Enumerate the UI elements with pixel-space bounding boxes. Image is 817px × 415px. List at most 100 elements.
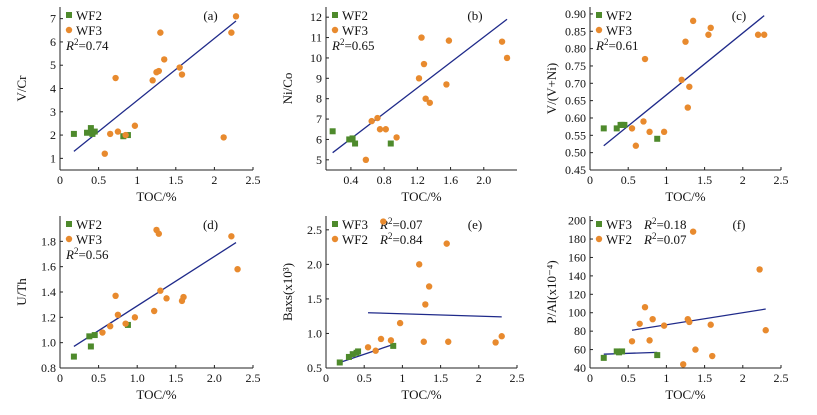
- data-point-circle: [641, 304, 649, 311]
- data-point-circle: [425, 283, 433, 290]
- data-point-circle: [415, 75, 423, 82]
- data-point-square: [349, 351, 356, 358]
- data-point-circle: [660, 128, 668, 136]
- data-point-circle: [387, 337, 395, 344]
- data-point-circle: [131, 122, 139, 129]
- y-axis-title: Ni/Co: [280, 73, 295, 105]
- legend-label: WF3: [76, 23, 102, 38]
- legend-label: WF3: [606, 217, 632, 232]
- y-tick-label: 7: [316, 112, 322, 126]
- trend-line: [73, 242, 237, 348]
- data-point-square: [87, 343, 94, 350]
- x-tick-label: 1: [663, 173, 669, 187]
- data-point-circle: [649, 315, 656, 323]
- y-tick-label: 80: [574, 324, 586, 338]
- trend-line: [603, 351, 658, 355]
- y-tick-label: 1.0: [41, 336, 56, 350]
- data-point-circle: [678, 76, 685, 84]
- data-point-circle: [372, 347, 379, 354]
- data-point-circle: [760, 31, 768, 38]
- legend-label: WF2: [606, 8, 632, 23]
- x-tick-label: 1.0: [130, 371, 145, 385]
- panel-label: (d): [203, 217, 218, 232]
- data-point-circle: [420, 338, 427, 345]
- data-point-circle: [646, 128, 653, 136]
- data-point-circle: [709, 352, 716, 360]
- data-point-circle: [416, 261, 423, 268]
- x-tick-label: 1.5: [697, 173, 712, 187]
- data-point-circle: [692, 346, 699, 353]
- y-tick-label: 6: [50, 35, 56, 49]
- legend-r2-label: R2=0.61: [595, 37, 639, 53]
- y-tick-label: 1.5: [307, 292, 322, 306]
- y-tick-label: 1.6: [41, 260, 56, 274]
- data-point-circle: [707, 321, 714, 328]
- x-tick-label: 0.5: [91, 173, 106, 187]
- x-tick-label: 0: [323, 371, 329, 385]
- data-point-circle: [754, 31, 762, 38]
- data-point-circle: [368, 117, 375, 125]
- data-point-circle: [443, 81, 450, 88]
- data-point-circle: [756, 266, 763, 273]
- data-point-square: [329, 128, 336, 135]
- x-tick-label: 0.4: [343, 173, 358, 187]
- data-point-circle: [101, 150, 108, 157]
- x-tick-label: 0.5: [91, 371, 106, 385]
- y-tick-label: 40: [574, 361, 586, 375]
- y-axis-title: U/Th: [14, 278, 29, 306]
- data-point-circle: [680, 361, 687, 368]
- y-tick-label: 0.65: [565, 94, 586, 108]
- trend-line: [73, 20, 237, 152]
- legend-square-marker: [332, 221, 338, 227]
- legend-r2-label: R2=0.18: [643, 216, 687, 232]
- x-tick-label: 0.5: [357, 371, 372, 385]
- data-point-circle: [228, 29, 235, 36]
- data-point-circle: [707, 24, 714, 32]
- legend-label: WF3: [76, 232, 102, 247]
- data-point-circle: [228, 233, 235, 240]
- data-point-square: [352, 140, 359, 147]
- data-point-square: [613, 125, 620, 132]
- legend-label: WF2: [76, 217, 102, 232]
- y-tick-label: 0.55: [565, 128, 586, 142]
- data-point-circle: [660, 322, 668, 329]
- data-point-circle: [445, 37, 453, 44]
- data-point-circle: [112, 74, 119, 82]
- data-point-circle: [420, 60, 428, 68]
- x-tick-label: 2.5: [510, 371, 525, 385]
- legend-square-marker: [66, 12, 72, 18]
- y-tick-label: 6: [316, 132, 322, 146]
- y-tick-label: 100: [568, 306, 586, 320]
- x-tick-label: 1.5: [168, 371, 183, 385]
- data-point-circle: [99, 329, 106, 336]
- panel-label: (a): [203, 8, 217, 23]
- y-tick-label: 2.5: [307, 223, 322, 237]
- data-point-square: [336, 359, 343, 366]
- y-axis-title: V/(V+Ni): [544, 63, 559, 114]
- data-point-circle: [686, 83, 693, 90]
- trend-line: [367, 312, 502, 318]
- y-tick-label: 0.75: [565, 59, 586, 73]
- data-point-circle: [178, 71, 186, 78]
- x-tick-label: 2.0: [207, 371, 222, 385]
- x-tick-label: 1.6: [443, 173, 458, 187]
- y-tick-label: 60: [574, 343, 586, 357]
- data-point-circle: [112, 292, 119, 299]
- data-point-circle: [426, 99, 434, 106]
- legend-circle-marker: [65, 235, 73, 243]
- data-point-square: [87, 125, 94, 132]
- data-point-circle: [762, 327, 769, 334]
- legend-r2-label: R2=0.56: [65, 246, 109, 262]
- data-point-circle: [393, 134, 400, 141]
- x-tick-label: 0: [57, 371, 63, 385]
- y-tick-label: 11: [310, 31, 322, 45]
- x-tick-label: 0.5: [621, 371, 636, 385]
- data-point-square: [387, 140, 394, 147]
- panel-label: (c): [732, 8, 746, 23]
- data-point-circle: [689, 17, 697, 25]
- legend-label: WF2: [342, 232, 368, 247]
- x-tick-label: 2.5: [246, 371, 261, 385]
- x-tick-label: 2: [476, 371, 482, 385]
- y-tick-label: 12: [310, 10, 322, 24]
- x-tick-label: 1.2: [410, 173, 425, 187]
